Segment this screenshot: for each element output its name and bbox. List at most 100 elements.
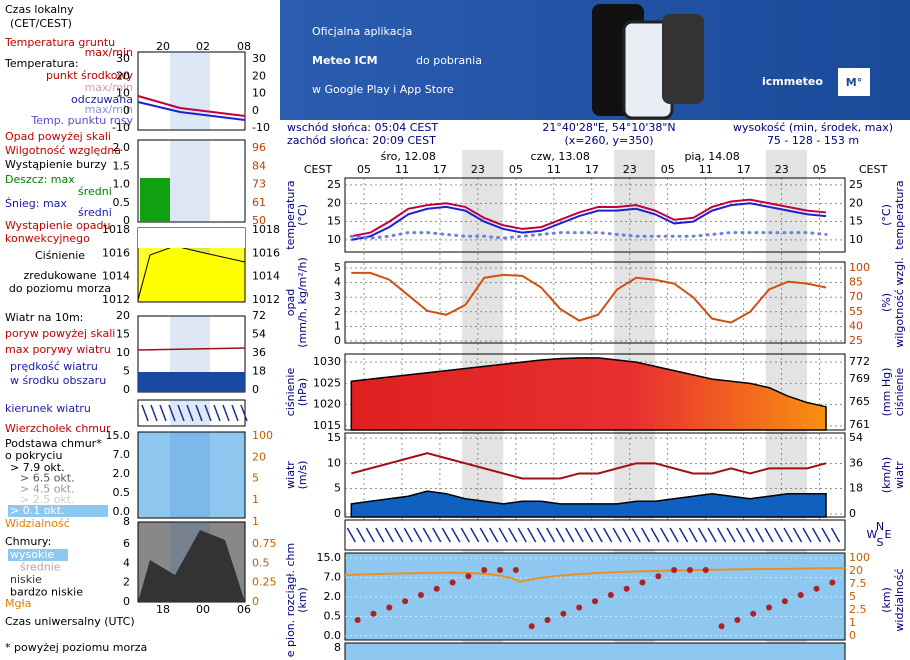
axis-label: temperatura — [893, 180, 906, 249]
label: zredukowane — [24, 269, 97, 282]
x-tick-label: 17 — [585, 163, 599, 176]
legend-area — [138, 228, 245, 248]
label: 1 — [252, 493, 259, 506]
panel-frame — [344, 519, 846, 551]
label: 7.0 — [113, 448, 131, 461]
cloud-base — [481, 567, 488, 573]
brand: icmmeteo — [762, 75, 823, 88]
cloud-base — [402, 598, 409, 605]
y2-tick-label: 0 — [849, 629, 856, 642]
wind-arrow — [735, 527, 746, 543]
wind-arrow — [603, 527, 613, 543]
label: Temperatura gruntu — [4, 36, 115, 49]
wind-arrow — [403, 527, 413, 543]
y-tick-label: 1020 — [313, 398, 341, 411]
y-tick-label: 7.0 — [324, 571, 342, 584]
label: 20 — [116, 69, 130, 82]
cloud-base — [797, 592, 804, 598]
label: 1012 — [102, 293, 130, 306]
label: 54 — [252, 328, 266, 341]
label: Wiatr na 10m: — [5, 311, 83, 324]
wind-arrow — [413, 527, 423, 543]
cloud-base — [354, 617, 361, 623]
label: 02 — [196, 40, 210, 53]
wind-arrow — [479, 527, 489, 543]
legend-night — [170, 432, 210, 518]
label: w środku obszaru — [10, 374, 106, 387]
label: max/min — [85, 46, 133, 59]
axis-label: wiatr — [893, 461, 906, 489]
banner-text: Oficjalna aplikacja — [312, 25, 412, 38]
label: czw, 13.08 — [531, 150, 590, 163]
label: Deszcz: max — [5, 173, 75, 186]
wind-arrow — [365, 527, 375, 543]
wind-arrow — [375, 527, 385, 543]
label: 1014 — [252, 270, 280, 283]
label: prędkość wiatru — [10, 360, 98, 373]
y2-tick-label: 7.5 — [849, 577, 867, 590]
label: 50 — [252, 214, 266, 227]
visibility-line — [344, 567, 846, 584]
y2-tick-label: 20 — [849, 564, 863, 577]
label: 15.0 — [106, 429, 131, 442]
y2-tick-label: 25 — [849, 334, 863, 347]
label: 0 — [123, 383, 130, 396]
axis-label: widzialność — [893, 568, 906, 631]
label: 73 — [252, 178, 266, 191]
label: wschód słońca: 05:04 CEST — [287, 121, 438, 134]
axis-label: (°C) — [296, 204, 309, 226]
wind-arrow — [441, 527, 451, 543]
label: 10 — [116, 87, 130, 100]
label: 18 — [252, 365, 266, 378]
label: 10 — [252, 87, 266, 100]
label: Wystąpienie opadu — [5, 219, 110, 232]
wind-arrow — [612, 527, 622, 543]
compass: N — [876, 520, 884, 533]
wind-arrow — [527, 527, 537, 543]
axis-label: (km/h) — [880, 457, 893, 493]
label: 2.0 — [113, 467, 131, 480]
label: 08 — [237, 40, 251, 53]
wind-arrow — [678, 527, 689, 543]
label: 10 — [116, 346, 130, 359]
y2-tick-label: 5 — [849, 590, 856, 603]
label: 0 — [123, 214, 130, 227]
label: > 6.5 okt. — [20, 472, 75, 485]
label: 20 — [116, 309, 130, 322]
y2-tick-label: 25 — [849, 178, 863, 191]
wind-arrow — [346, 527, 356, 543]
wind-arrow — [555, 527, 565, 543]
label: 1.5 — [113, 159, 131, 172]
label: niskie — [10, 573, 42, 586]
label: średni — [78, 206, 112, 219]
line — [351, 271, 827, 324]
axis-label: opad — [284, 289, 297, 316]
cloud-base — [639, 579, 646, 586]
compass: E — [885, 528, 892, 541]
axis-label: (%) — [880, 293, 893, 312]
label: 36 — [252, 346, 266, 359]
wind-arrow — [546, 527, 556, 543]
wind-arrow — [195, 404, 203, 422]
legend-area — [138, 372, 245, 392]
cloud-base — [671, 567, 678, 573]
label: 20 — [252, 69, 266, 82]
label: > 2.5 okt. — [20, 493, 75, 506]
label: wysokie — [10, 548, 54, 561]
x-tick-label: 17 — [433, 163, 447, 176]
label: 0.5 — [113, 486, 131, 499]
y2-tick-label: 769 — [849, 372, 870, 385]
y-tick-label: 2.0 — [324, 590, 342, 603]
y2-tick-label: 100 — [849, 551, 870, 564]
badge: M° — [846, 76, 862, 89]
y2-tick-label: 772 — [849, 355, 870, 368]
y-tick-label: 15.0 — [317, 551, 342, 564]
y-tick-label: 0.0 — [324, 629, 342, 642]
axis-label: (mm Hg) — [880, 368, 893, 417]
label: 61 — [252, 196, 266, 209]
axis-label: (km) — [296, 587, 309, 613]
label: Chmury: — [5, 535, 51, 548]
axis-label: (hPa) — [296, 378, 309, 406]
legend-area — [138, 530, 245, 602]
wind-arrow — [240, 404, 248, 422]
